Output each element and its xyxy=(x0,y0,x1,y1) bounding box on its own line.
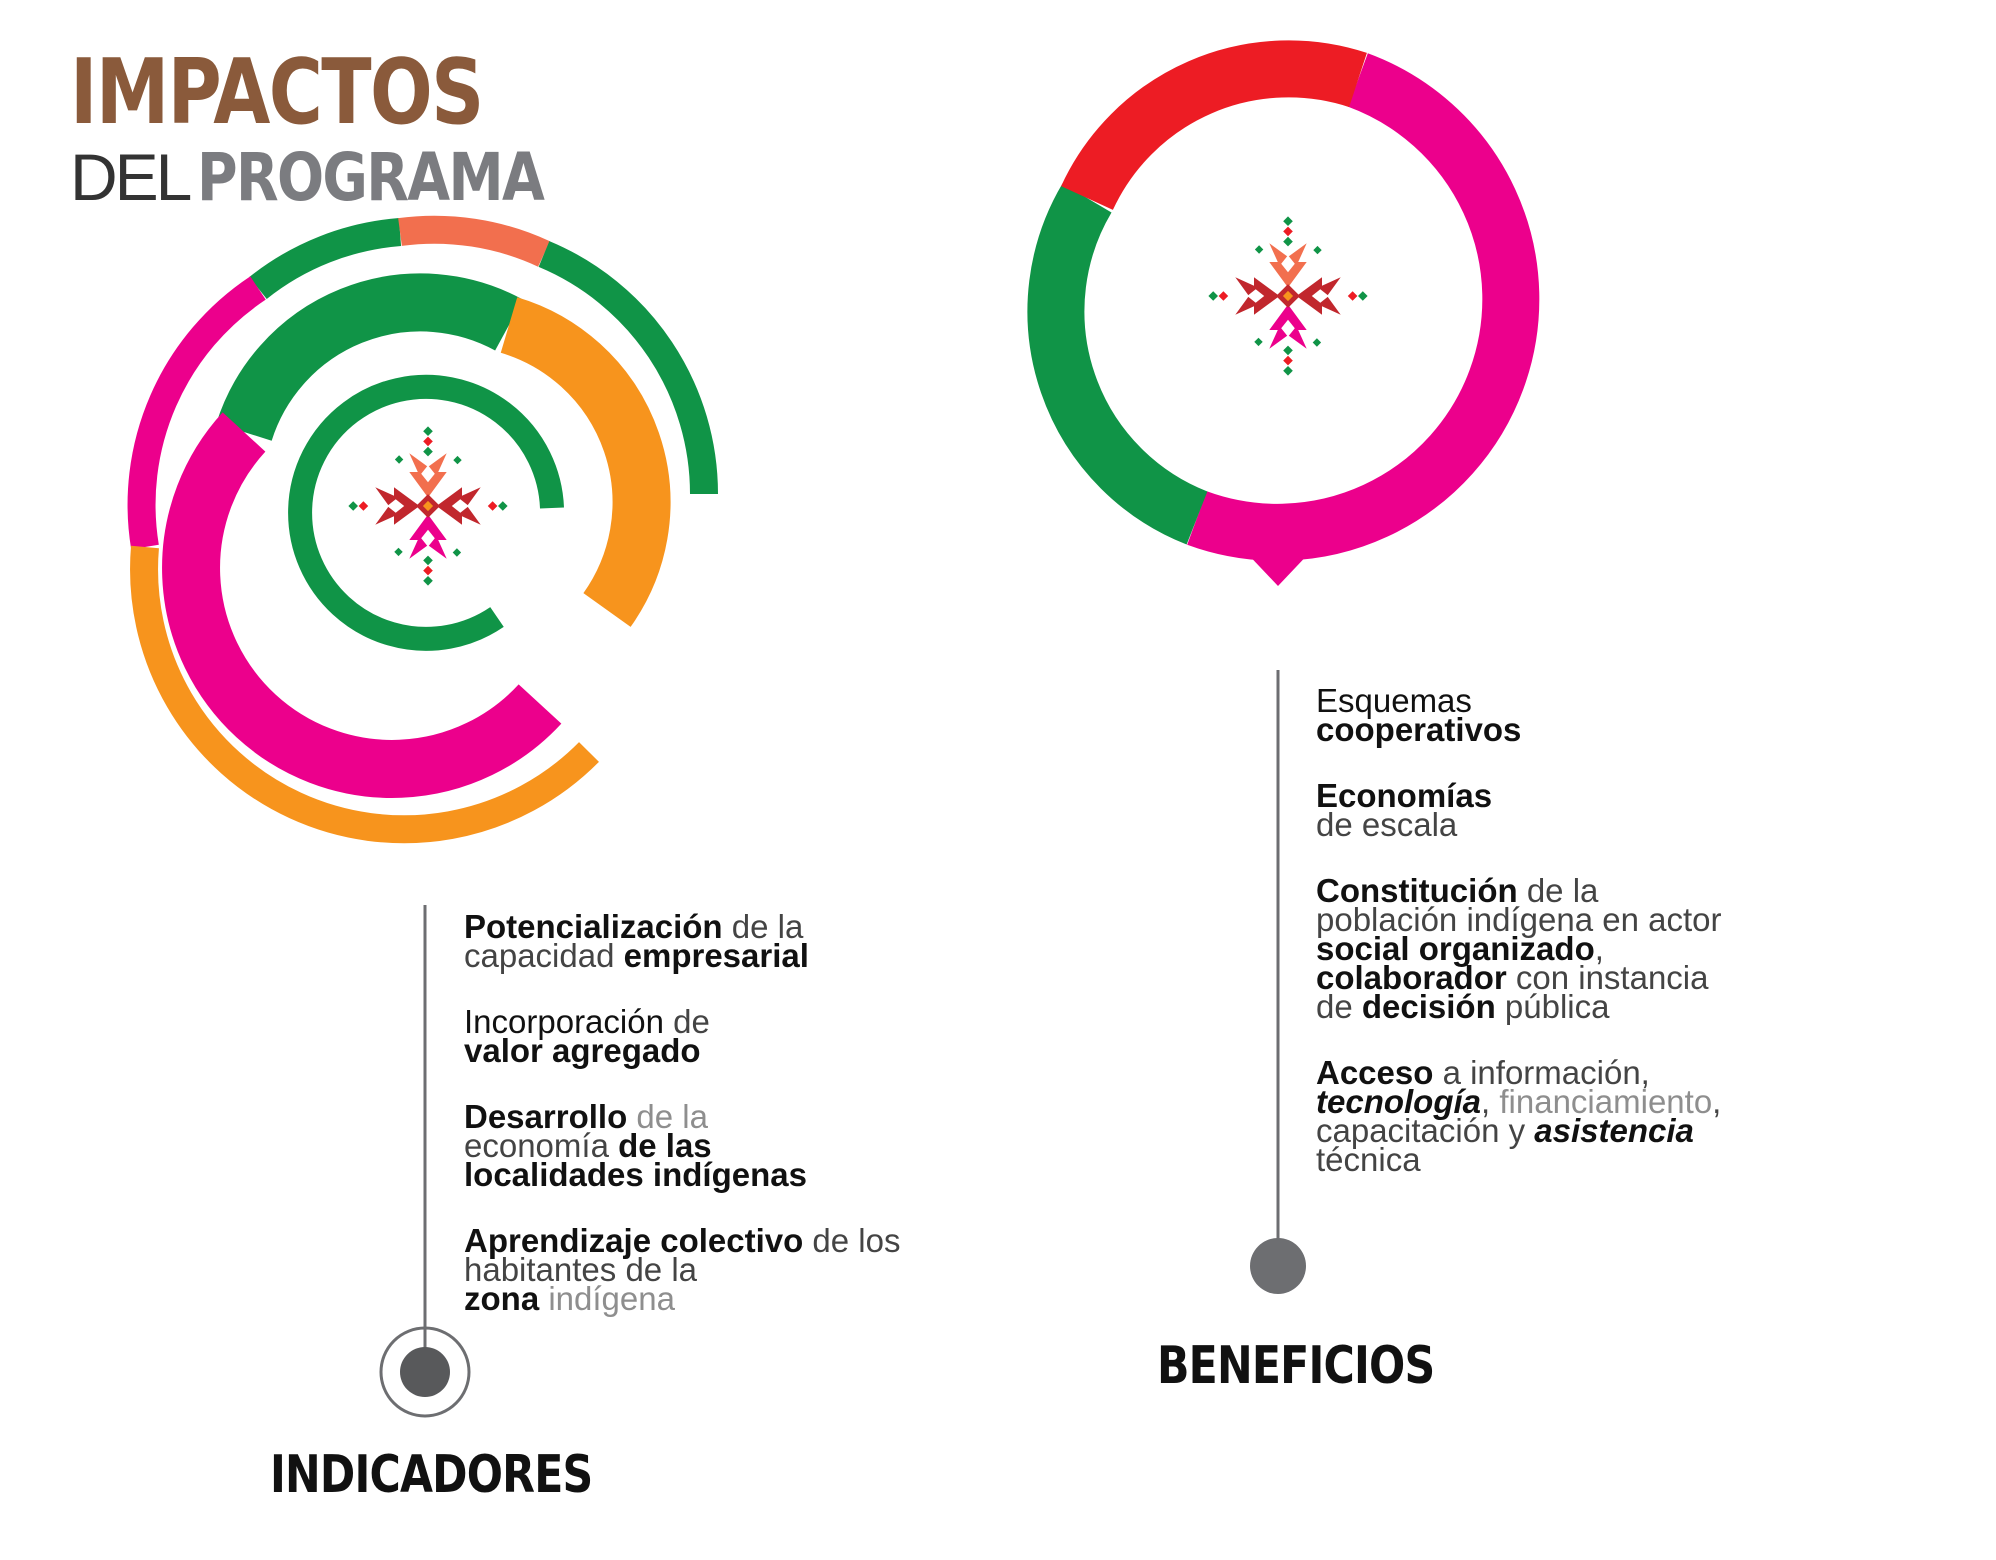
beneficios-item-text: , xyxy=(1712,1083,1722,1120)
indicadores-item: Incorporación de valor agregado xyxy=(464,1005,944,1067)
indicadores-item-text: Desarrollo xyxy=(464,1098,628,1135)
indicadores-item: Aprendizaje colectivo de los habitantes d… xyxy=(464,1224,944,1315)
ring-middle-pink xyxy=(162,412,562,798)
beneficios-node xyxy=(1250,1238,1306,1294)
indigenous-textile-star-icon xyxy=(1208,216,1368,376)
page-title: IMPACTOS DEL PROGRAMA xyxy=(70,48,610,211)
beneficios-item-text: de xyxy=(1316,988,1362,1025)
indicadores-item-text: de la xyxy=(627,1098,708,1135)
indicadores-item-text: de los xyxy=(803,1222,901,1259)
ring-outer-green-left xyxy=(249,218,402,300)
concentric-rings-icon xyxy=(127,215,718,844)
indicadores-item-text: Aprendizaje colectivo xyxy=(464,1222,804,1259)
ring-outer-orange xyxy=(130,545,599,844)
pin-ring-red xyxy=(1061,40,1367,211)
map-pin-ring-icon xyxy=(1027,40,1540,586)
ring-outer-pink xyxy=(127,276,266,550)
title-programa: PROGRAMA xyxy=(197,139,545,216)
beneficios-item-text: técnica xyxy=(1316,1141,1421,1178)
indicadores-item-text: indígena xyxy=(539,1280,675,1317)
beneficios-item-text: Economías xyxy=(1316,777,1493,814)
beneficios-item-text: Acceso xyxy=(1316,1054,1434,1091)
beneficios-item: Acceso a información, tecnología, financi… xyxy=(1316,1056,1816,1176)
indicadores-item-text: valor agregado xyxy=(464,1032,701,1069)
indicadores-item: Potencialización de la capacidad empresar… xyxy=(464,910,944,972)
indicadores-item-text: habitantes de la xyxy=(464,1251,698,1288)
beneficios-item-text: de la xyxy=(1517,872,1599,909)
pin-ring-green xyxy=(1027,183,1208,545)
title-impactos: IMPACTOS xyxy=(70,40,484,145)
beneficios-item: Economías de escala xyxy=(1316,779,1816,841)
beneficios-list: Esquemas cooperativos Economías de escala Co… xyxy=(1316,684,1816,1211)
beneficios-item-text: financiamiento xyxy=(1499,1083,1713,1120)
indicadores-node xyxy=(400,1347,450,1397)
indigenous-textile-star-icon xyxy=(348,426,508,586)
indicadores-item-text: zona xyxy=(464,1280,540,1317)
beneficios-item-text: Constitución xyxy=(1316,872,1518,909)
indicadores-item-text: Potencialización xyxy=(464,908,723,945)
ring-inner-green xyxy=(288,374,564,651)
indicadores-item-text: localidades indígenas xyxy=(464,1156,807,1193)
indicadores-item-text: empresarial xyxy=(623,937,809,974)
beneficios-label: BENEFICIOS xyxy=(1157,1336,1435,1396)
ring-outer-green-right xyxy=(538,241,718,495)
indicadores-label: INDICADORES xyxy=(270,1445,593,1505)
beneficios-item: Constitución de la población indígena en … xyxy=(1316,874,1816,1023)
beneficios-item-text: Esquemas xyxy=(1316,682,1472,719)
indicadores-item-text: de las xyxy=(618,1127,712,1164)
indicadores-item-text: de la xyxy=(722,908,804,945)
ring-outer-coral xyxy=(398,215,550,267)
beneficios-item-text: a información, xyxy=(1433,1054,1650,1091)
beneficios-item-text: colaborador xyxy=(1316,959,1507,996)
indicadores-item-text: capacidad xyxy=(464,937,624,974)
beneficios-item-text: cooperativos xyxy=(1316,711,1522,748)
beneficios-item-text: decisión xyxy=(1361,988,1496,1025)
indicadores-item-text: de xyxy=(663,1003,710,1040)
indicadores-item-text: Incorporación xyxy=(464,1003,664,1040)
beneficios-item-text: social organizado xyxy=(1316,930,1595,967)
indicadores-item: Desarrollo de la economía de las localidad… xyxy=(464,1100,944,1191)
beneficios-item-text: , xyxy=(1481,1083,1500,1120)
ring-middle-green xyxy=(216,273,523,442)
beneficios-item-text: asistencia xyxy=(1534,1112,1694,1149)
beneficios-item-text: tecnología xyxy=(1316,1083,1482,1120)
pin-ring-pink xyxy=(1187,53,1540,561)
beneficios-item-text: con instancia xyxy=(1506,959,1709,996)
beneficios-item-text: capacitación y xyxy=(1316,1112,1535,1149)
ring-middle-orange xyxy=(500,297,671,627)
beneficios-item-text: , xyxy=(1594,930,1604,967)
title-subline: DEL PROGRAMA xyxy=(70,144,610,211)
title-del: DEL xyxy=(70,140,192,214)
indicadores-list: Potencialización de la capacidad empresar… xyxy=(464,910,944,1350)
beneficios-item-text: de escala xyxy=(1316,806,1458,843)
indicadores-node-outer xyxy=(379,1326,471,1418)
indicadores-item-text: economía xyxy=(464,1127,619,1164)
beneficios-item-text: población indígena en actor xyxy=(1316,901,1722,938)
beneficios-item: Esquemas cooperativos xyxy=(1316,684,1816,746)
beneficios-item-text: pública xyxy=(1495,988,1610,1025)
